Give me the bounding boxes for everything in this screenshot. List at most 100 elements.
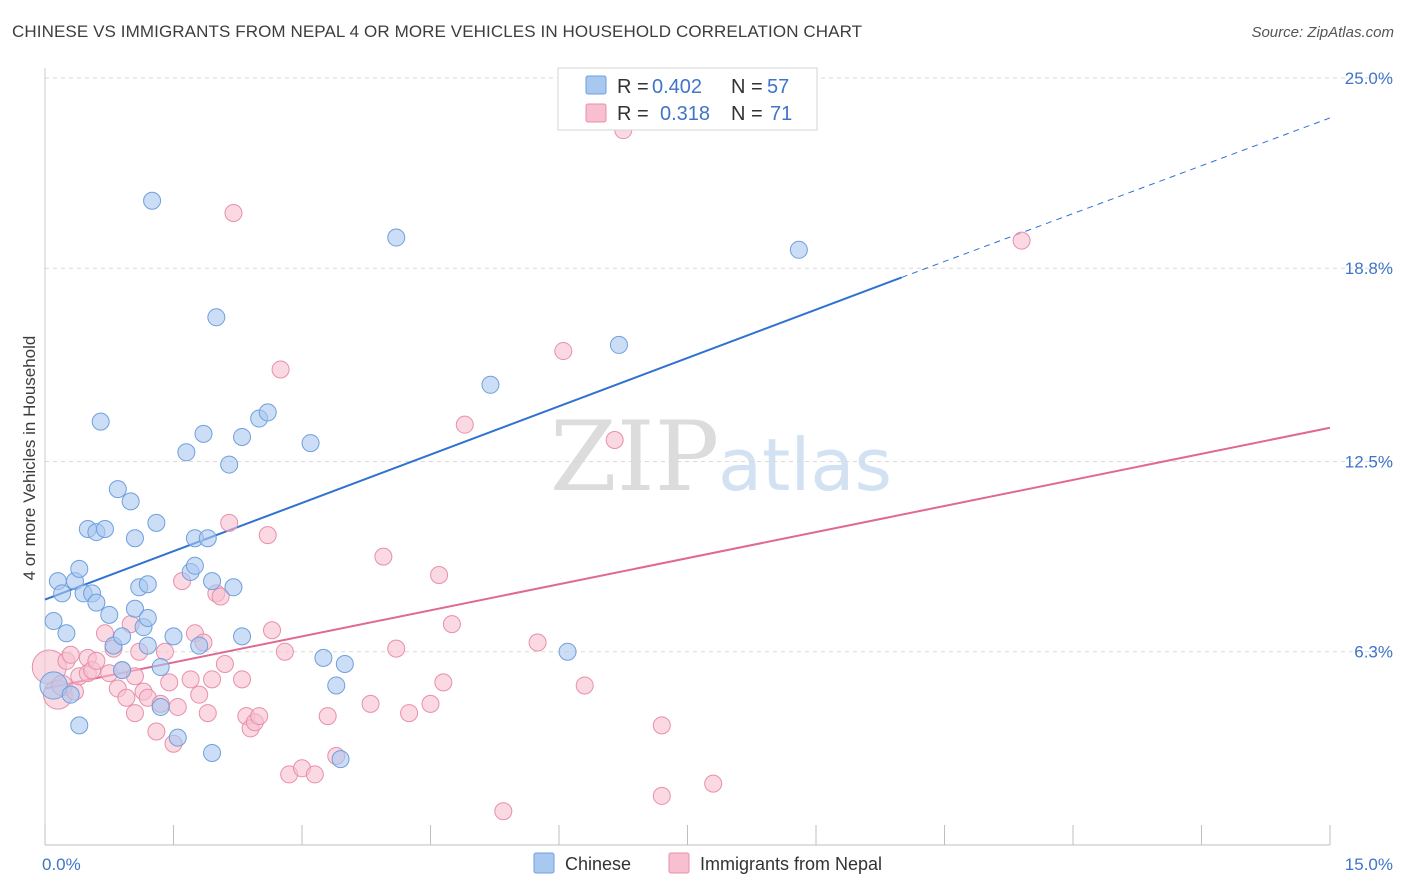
point-chinese bbox=[331, 750, 350, 769]
point-chinese bbox=[113, 661, 132, 680]
point-chinese bbox=[87, 593, 106, 612]
point-nepal bbox=[400, 704, 419, 723]
trend-line-chinese-extension bbox=[901, 117, 1331, 278]
point-chinese bbox=[314, 648, 333, 667]
legend-r-label-2: R = bbox=[617, 103, 649, 125]
x-tick-labels: 0.0% 15.0% bbox=[42, 855, 1393, 874]
bottom-legend-swatch-chinese bbox=[533, 852, 555, 874]
legend-n-value-1: 57 bbox=[767, 76, 789, 98]
point-chinese bbox=[138, 608, 157, 627]
legend-r-label-1: R = bbox=[617, 76, 649, 98]
point-chinese bbox=[121, 492, 140, 511]
point-chinese bbox=[789, 240, 808, 259]
point-chinese bbox=[44, 612, 63, 631]
point-chinese bbox=[113, 627, 132, 646]
point-chinese bbox=[177, 443, 196, 462]
watermark: ZIP atlas bbox=[550, 401, 892, 513]
point-chinese bbox=[147, 513, 166, 532]
point-chinese bbox=[203, 743, 222, 762]
bottom-legend-nepal: Immigrants from Nepal bbox=[700, 854, 882, 874]
point-chinese bbox=[207, 308, 226, 327]
trend-line-nepal bbox=[44, 426, 1331, 690]
point-chinese bbox=[125, 529, 144, 548]
legend-n-value-2: 71 bbox=[770, 103, 792, 125]
point-nepal bbox=[220, 513, 239, 532]
point-nepal bbox=[155, 642, 174, 661]
point-chinese bbox=[125, 599, 144, 618]
point-chinese bbox=[100, 605, 119, 624]
point-chinese bbox=[70, 559, 89, 578]
legend-r-value-1: 0.402 bbox=[652, 76, 702, 98]
point-chinese bbox=[609, 335, 628, 354]
bottom-legend: Chinese Immigrants from Nepal bbox=[533, 852, 882, 874]
point-nepal bbox=[168, 697, 187, 716]
point-chinese bbox=[151, 697, 170, 716]
point-chinese bbox=[108, 480, 127, 499]
point-chinese bbox=[558, 642, 577, 661]
trend-lines bbox=[44, 117, 1331, 690]
point-nepal bbox=[575, 676, 594, 695]
point-nepal bbox=[305, 765, 324, 784]
legend-r-value-2: 0.318 bbox=[660, 103, 710, 125]
legend-n-label-1: N = bbox=[731, 76, 763, 98]
x-tick-label-min: 0.0% bbox=[42, 855, 81, 874]
point-chinese bbox=[138, 575, 157, 594]
watermark-atlas: atlas bbox=[718, 423, 892, 507]
point-nepal bbox=[87, 651, 106, 670]
trend-line-chinese bbox=[44, 276, 903, 601]
axes bbox=[44, 68, 1331, 846]
point-nepal bbox=[61, 645, 80, 664]
chart-title: CHINESE VS IMMIGRANTS FROM NEPAL 4 OR MO… bbox=[12, 22, 863, 41]
point-chinese bbox=[194, 424, 213, 443]
point-chinese bbox=[164, 627, 183, 646]
point-chinese bbox=[301, 434, 320, 453]
y-axis-label: 4 or more Vehicles in Household bbox=[20, 336, 39, 581]
point-chinese bbox=[53, 584, 72, 603]
point-chinese bbox=[335, 654, 354, 673]
point-nepal bbox=[147, 722, 166, 741]
point-chinese bbox=[220, 455, 239, 474]
point-nepal bbox=[181, 670, 200, 689]
y-tick-labels: 6.3% 12.5% 18.8% 25.0% bbox=[1345, 69, 1393, 662]
point-chinese bbox=[138, 636, 157, 655]
point-nepal bbox=[160, 673, 179, 692]
point-nepal bbox=[190, 685, 209, 704]
point-chinese bbox=[233, 627, 252, 646]
legend-swatch-nepal bbox=[585, 103, 607, 123]
point-nepal bbox=[652, 786, 671, 805]
point-nepal bbox=[421, 694, 440, 713]
point-nepal bbox=[203, 670, 222, 689]
point-nepal bbox=[554, 342, 573, 361]
point-nepal bbox=[704, 774, 723, 793]
point-chinese bbox=[70, 716, 89, 735]
y-tick-label: 25.0% bbox=[1345, 69, 1393, 88]
y-tick-label: 18.8% bbox=[1345, 259, 1393, 278]
point-nepal bbox=[198, 704, 217, 723]
grid bbox=[45, 77, 1392, 653]
point-nepal bbox=[430, 566, 449, 585]
point-chinese bbox=[151, 658, 170, 677]
point-chinese bbox=[233, 427, 252, 446]
point-nepal bbox=[387, 639, 406, 658]
bottom-legend-chinese: Chinese bbox=[565, 854, 631, 874]
point-nepal bbox=[434, 673, 453, 692]
legend-n-label-2: N = bbox=[731, 103, 763, 125]
point-chinese bbox=[387, 228, 406, 247]
point-nepal bbox=[494, 802, 513, 821]
point-chinese bbox=[57, 624, 76, 643]
point-nepal bbox=[275, 642, 294, 661]
point-nepal bbox=[652, 716, 671, 735]
point-chinese bbox=[327, 676, 346, 695]
point-nepal bbox=[361, 694, 380, 713]
bottom-legend-swatch-nepal bbox=[668, 852, 690, 874]
point-nepal bbox=[211, 587, 230, 606]
legend: R = 0.402 N = 57 R = 0.318 N = 71 bbox=[557, 67, 818, 131]
point-nepal bbox=[528, 633, 547, 652]
y-tick-label: 6.3% bbox=[1354, 643, 1393, 662]
point-nepal bbox=[258, 526, 277, 545]
point-nepal bbox=[215, 654, 234, 673]
x-tick-label-max: 15.0% bbox=[1345, 855, 1393, 874]
point-chinese bbox=[185, 556, 204, 575]
point-chinese bbox=[39, 671, 68, 700]
